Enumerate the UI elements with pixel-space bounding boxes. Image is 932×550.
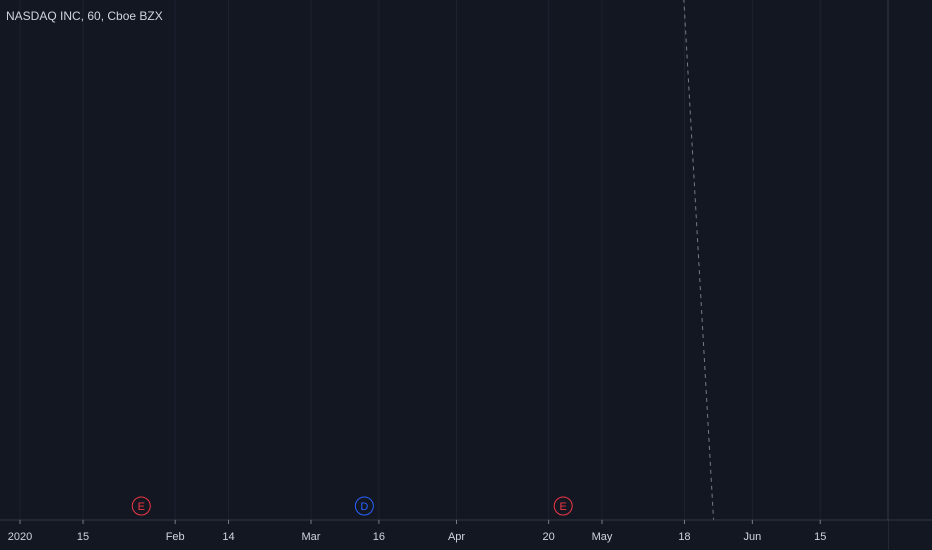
time-tick-label: 18	[678, 531, 690, 543]
time-axis[interactable]: 2020 15 Feb 14 Mar 16 Apr 20 May 18 Jun 15	[0, 519, 932, 550]
fib-trend-line	[683, 0, 715, 521]
time-tick-label: Mar	[302, 531, 321, 543]
event-marker-circle	[553, 496, 573, 516]
time-tick-label: 14	[222, 531, 234, 543]
time-tick-label: 15	[814, 531, 826, 543]
event-marker-circle	[131, 496, 151, 516]
time-tick-label: 16	[373, 531, 385, 543]
event-marker[interactable]: E	[553, 496, 573, 516]
event-marker-label: D	[360, 501, 368, 513]
price-axis[interactable]: 132.00128.00124.00120.00115.00106.00102.…	[887, 0, 932, 550]
event-marker-circle	[354, 496, 374, 516]
time-axis-bg	[0, 520, 888, 550]
time-tick-label: Jun	[743, 531, 761, 543]
time-tick-label: Feb	[166, 531, 185, 543]
event-marker[interactable]: E	[131, 496, 151, 516]
time-tick-label: Apr	[448, 531, 465, 543]
event-marker-label: E	[560, 501, 567, 513]
chart-title: NASDAQ INC, 60, Cboe BZX	[6, 9, 163, 23]
grid	[19, 0, 821, 520]
event-marker-label: E	[138, 501, 145, 513]
event-marker[interactable]: D	[354, 496, 374, 516]
time-tick-label: 15	[77, 531, 89, 543]
fibonacci-retracement[interactable]: 1(120.23)0.786(109.85)0.618(101.67)0.5(9…	[285, 0, 715, 521]
price-axis-bg	[888, 0, 932, 550]
time-tick-label: May	[592, 531, 613, 543]
time-tick-label: 2020	[8, 531, 32, 543]
time-tick-label: 20	[543, 531, 555, 543]
